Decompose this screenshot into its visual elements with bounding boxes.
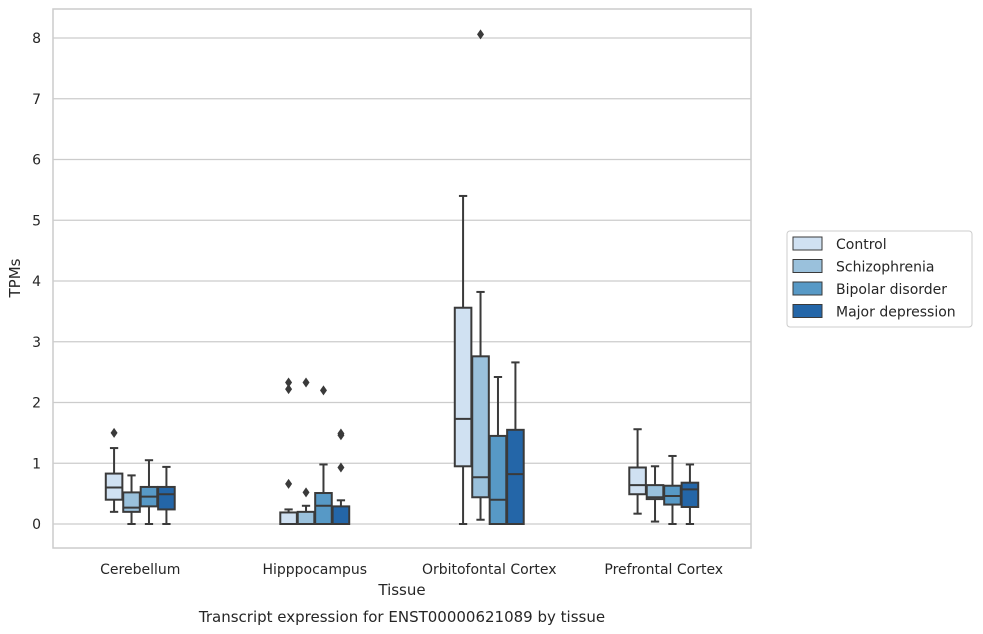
y-tick-label: 0 [32,517,41,533]
box-body [506,428,525,525]
outlier-point [285,384,293,395]
x-tick-labels: Cerebellum Hipppocampus Orbitofontal Corte… [100,562,723,578]
legend: Control Schizophrenia Bipolar disorder Majo… [786,230,973,328]
legend-frame [786,230,973,328]
grid-lines [53,37,751,525]
outlier-point [285,377,293,388]
outlier-point [477,29,485,40]
y-axis-label: TPMs [6,258,24,298]
y-tick-label: 3 [32,335,41,351]
box-control [104,427,124,513]
box-control [453,194,473,525]
box-bipolar-disorder [139,459,159,525]
box-body [488,434,508,526]
y-tick-labels: 0 1 2 3 4 5 6 7 8 [32,31,41,533]
outlier-point [302,487,310,498]
box-major-depression [506,361,525,525]
x-axis-label: Tissue [377,581,425,599]
box-body [628,466,647,496]
box-body [157,485,176,511]
legend-swatch [792,281,823,296]
box-bipolar-disorder [314,385,333,525]
box-body [471,355,490,499]
y-tick-label: 4 [32,274,41,290]
box-body [453,306,473,468]
box-schizophrenia [471,29,490,521]
box-major-depression [331,428,351,526]
legend-swatch [792,304,823,318]
legend-swatch [792,236,823,251]
box-schizophrenia [122,474,141,525]
outlier-point [337,462,345,473]
outlier-point [319,385,327,396]
chart-caption: Transcript expression for ENST0000062108… [198,608,605,626]
plot-area-frame [52,8,752,549]
y-tick-label: 1 [32,456,41,472]
box-control [279,377,298,526]
legend-label: Bipolar disorder [836,282,947,298]
outlier-point [110,427,118,438]
y-tick-label: 6 [32,153,41,169]
box-bipolar-disorder [663,454,682,525]
y-tick-label: 7 [32,92,41,108]
x-tick-label: Hipppocampus [262,562,367,578]
legend-label: Control [836,237,887,253]
box-schizophrenia [645,465,665,523]
box-body [122,491,141,513]
box-body [680,481,700,508]
outlier-point [337,428,345,439]
box-body [314,492,333,525]
x-tick-label: Prefrontal Cortex [604,562,723,578]
y-tick-label: 8 [32,31,41,47]
box-body [279,511,298,526]
box-body [296,510,316,526]
y-tick-label: 5 [32,213,41,229]
box-control [628,428,647,515]
box-body [331,505,351,526]
x-tick-label: Cerebellum [100,562,180,578]
box-bipolar-disorder [488,375,508,526]
box-groups [104,29,700,526]
legend-swatch [792,259,823,273]
outlier-point [285,478,293,489]
legend-label: Schizophrenia [836,260,934,276]
x-tick-label: Orbitofontal Cortex [422,562,557,578]
outlier-point [302,377,310,388]
box-major-depression [157,465,176,525]
box-major-depression [680,463,700,525]
legend-label: Major depression [836,305,956,321]
y-tick-label: 2 [32,396,41,412]
box-schizophrenia [296,377,316,526]
